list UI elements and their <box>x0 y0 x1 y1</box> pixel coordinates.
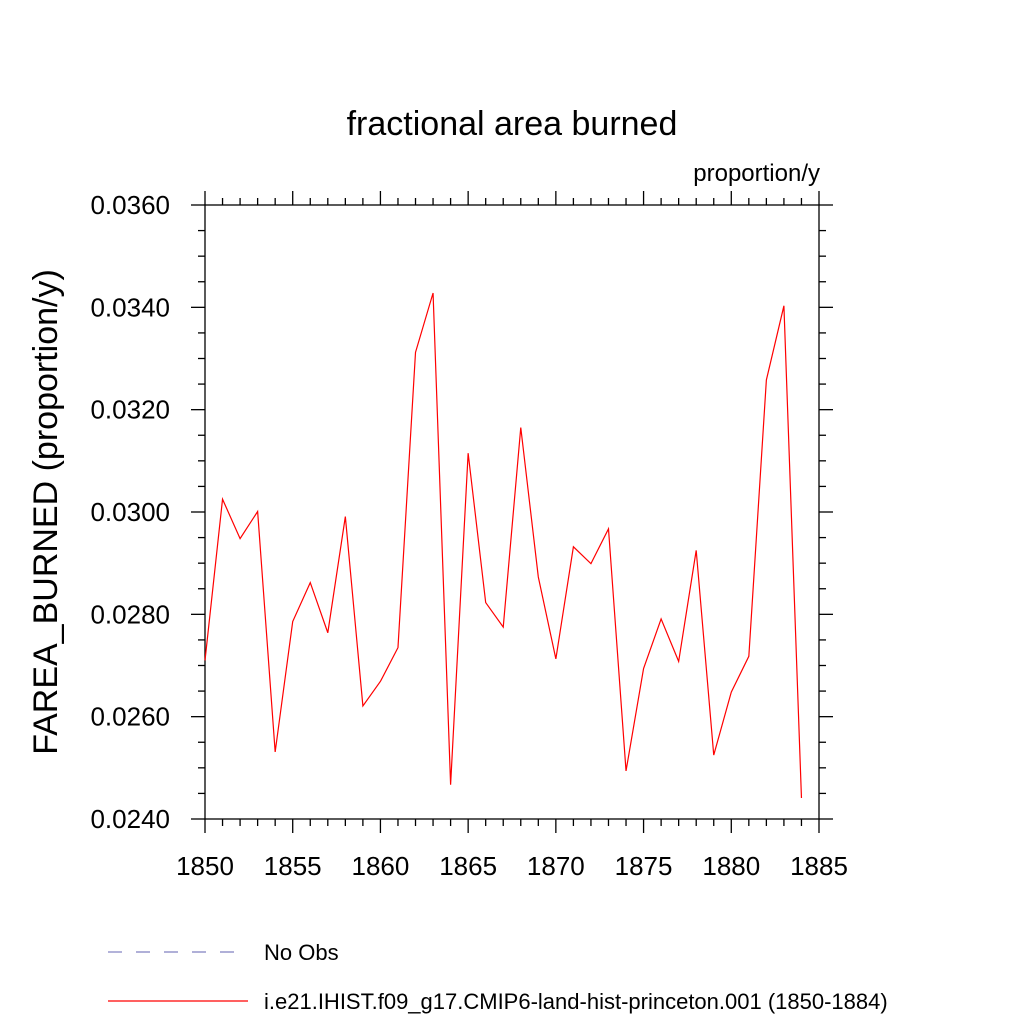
y-tick-label: 0.0300 <box>90 497 170 527</box>
y-tick-label: 0.0320 <box>90 395 170 425</box>
y-axis-label: FAREA_BURNED (proportion/y) <box>27 269 65 755</box>
y-tick-label: 0.0280 <box>90 599 170 629</box>
legend-label: i.e21.IHIST.f09_g17.CMIP6-land-hist-prin… <box>264 989 888 1014</box>
y-tick-label: 0.0260 <box>90 702 170 732</box>
y-tick-label: 0.0360 <box>90 190 170 220</box>
x-tick-label: 1870 <box>527 851 585 881</box>
x-tick-label: 1850 <box>176 851 234 881</box>
x-tick-label: 1860 <box>352 851 410 881</box>
series-line <box>204 292 803 799</box>
x-tick-label: 1885 <box>790 851 848 881</box>
units-label: proportion/y <box>693 160 820 187</box>
legend: No Obs i.e21.IHIST.f09_g17.CMIP6-land-his… <box>108 940 888 1014</box>
x-tick-label: 1875 <box>615 851 673 881</box>
y-tick-label: 0.0240 <box>90 804 170 834</box>
axes-layer: 1850 1855 1860 1865 1870 1875 1880 1885 0.0240 0.… <box>90 190 847 881</box>
x-tick-label: 1865 <box>439 851 497 881</box>
chart-title: fractional area burned <box>347 105 678 143</box>
x-tick-label: 1855 <box>264 851 322 881</box>
legend-label: No Obs <box>264 940 339 965</box>
series-layer <box>204 292 803 799</box>
plot-frame <box>204 204 820 820</box>
x-tick-label: 1880 <box>702 851 760 881</box>
y-tick-label: 0.0340 <box>90 292 170 322</box>
